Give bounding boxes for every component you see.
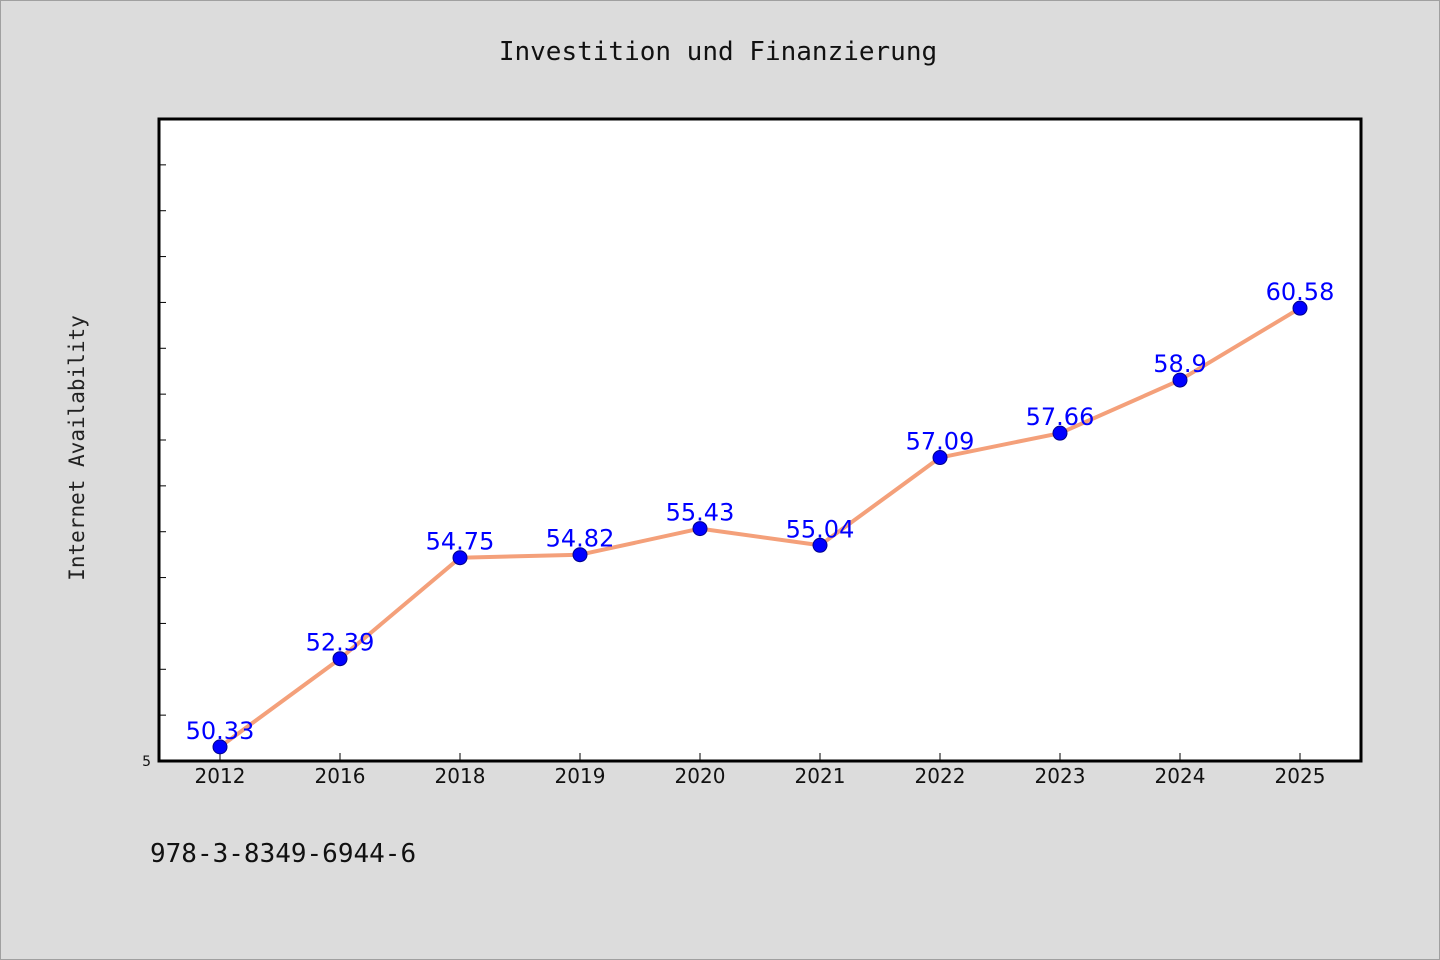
chart-title: Investition und Finanzierung — [499, 37, 937, 67]
x-tick-label: 2021 — [795, 764, 846, 788]
y-tick-label: 5 — [142, 754, 151, 770]
data-label: 57.09 — [906, 428, 975, 456]
x-tick-label: 2016 — [315, 764, 366, 788]
y-axis-label: Internet Availability — [65, 315, 89, 581]
data-point — [572, 547, 588, 563]
x-tick-label: 2020 — [675, 764, 726, 788]
data-point — [212, 739, 228, 755]
data-label: 57.66 — [1026, 403, 1095, 431]
x-axis-ticks: 2012 2016 2018 2019 2020 2021 2022 2023 2024 2025 — [195, 753, 1326, 788]
x-tick-label: 2018 — [435, 764, 486, 788]
x-tick-label: 2025 — [1275, 764, 1326, 788]
data-label: 55.04 — [786, 515, 855, 543]
data-label: 58.9 — [1153, 350, 1206, 378]
data-label: 54.75 — [426, 528, 495, 556]
data-point — [812, 537, 828, 553]
series-line — [218, 306, 1302, 749]
x-tick-label: 2024 — [1155, 764, 1206, 788]
data-label: 54.82 — [546, 525, 615, 553]
data-label: 55.43 — [666, 499, 735, 527]
series-layer: 50.33 52.39 54.75 54.82 55.43 55.04 57.09 57.66… — [186, 278, 1335, 755]
x-tick-label: 2012 — [195, 764, 246, 788]
y-axis-ticks: 5 — [142, 118, 166, 770]
data-point — [1292, 300, 1308, 316]
isbn-footer: 978-3-8349-6944-6 — [150, 839, 416, 869]
plot-area — [157, 117, 1363, 763]
data-point — [1172, 372, 1188, 388]
x-tick-label: 2019 — [555, 764, 606, 788]
data-point — [332, 651, 348, 667]
x-tick-label: 2022 — [915, 764, 966, 788]
data-point — [692, 521, 708, 537]
data-point — [452, 550, 468, 566]
data-label: 50.33 — [186, 717, 255, 745]
data-label: 60.58 — [1266, 278, 1335, 306]
x-tick-label: 2023 — [1035, 764, 1086, 788]
data-point — [1052, 425, 1068, 441]
data-label: 52.39 — [306, 629, 375, 657]
data-point — [932, 450, 948, 466]
